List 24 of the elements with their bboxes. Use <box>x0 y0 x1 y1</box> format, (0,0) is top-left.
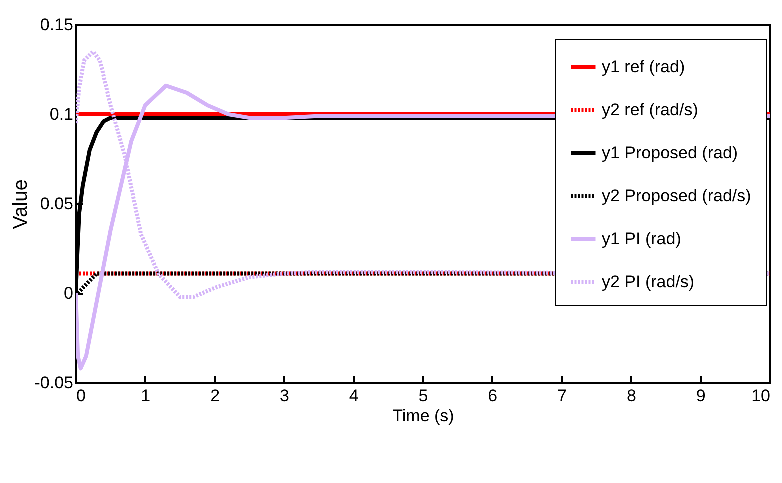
legend-label: y1 PI (rad) <box>602 230 682 248</box>
legend-label: y2 PI (rad/s) <box>602 272 695 292</box>
x-tick-label: 7 <box>558 386 568 406</box>
y-tick-label: 0.1 <box>50 105 74 124</box>
y-tick-label: 0.15 <box>40 16 74 34</box>
x-tick-label: 9 <box>696 386 706 406</box>
x-axis-title: Time (s) <box>392 406 454 426</box>
x-tick-label: 6 <box>488 386 498 406</box>
x-tick-label: 1 <box>141 386 151 406</box>
x-tick-label: 5 <box>418 386 428 406</box>
y-tick-label: 0.05 <box>40 194 74 214</box>
legend-label: y1 Proposed (rad) <box>602 144 738 162</box>
legend-label: y2 Proposed (rad/s) <box>602 186 752 206</box>
y-tick-label: 0 <box>64 284 74 303</box>
y-axis-title: Value <box>10 180 32 230</box>
x-tick-label: 10 <box>752 386 770 406</box>
legend-label: y2 ref (rad/s) <box>602 100 698 120</box>
x-tick-label: 3 <box>280 386 290 406</box>
x-tick-label: 8 <box>626 386 636 406</box>
x-tick-label: 2 <box>210 386 220 406</box>
x-tick-label: 0 <box>76 386 86 406</box>
y-tick-label: -0.05 <box>34 374 74 392</box>
legend-label: y1 ref (rad) <box>602 58 686 76</box>
x-tick-label: 4 <box>349 386 359 406</box>
